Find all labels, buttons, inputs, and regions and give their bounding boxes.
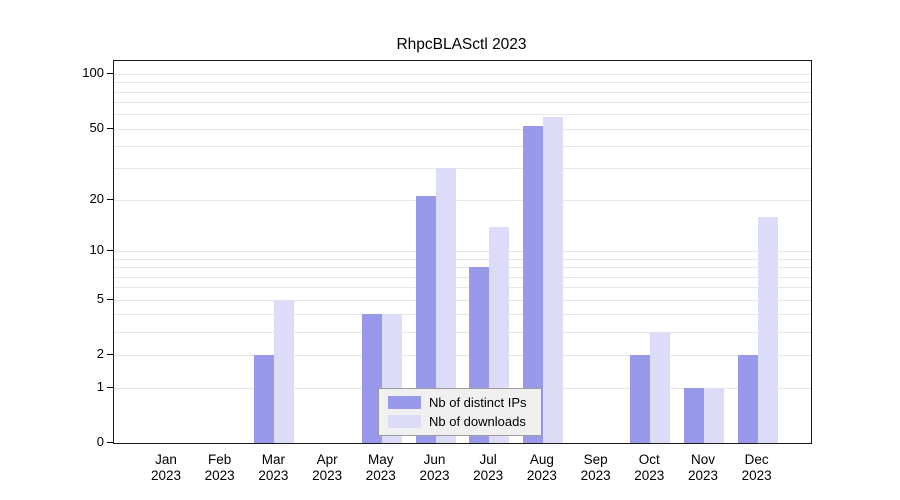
y-tick-label: 50 (89, 119, 104, 135)
gridline (114, 314, 811, 316)
bar-aug-downloads (542, 117, 563, 443)
bar-jun-downloads (435, 168, 456, 443)
gridline (114, 102, 811, 104)
y-tick-label: 0 (96, 434, 104, 449)
gridline (114, 114, 811, 116)
y-tick-label: 2 (96, 346, 104, 362)
y-tick-mark (107, 354, 113, 356)
bar-mar-downloads (274, 299, 295, 443)
chart-title: RhpcBLASctl 2023 (396, 36, 527, 53)
gridline (114, 128, 811, 130)
bar-oct-distinct-ips (630, 355, 651, 443)
bar-nov-distinct-ips (684, 387, 704, 443)
bar-jun-distinct-ips (415, 195, 436, 443)
gridline (114, 258, 811, 260)
y-tick-mark (107, 73, 113, 74)
x-tick-label-aug: Aug 2023 (526, 452, 557, 483)
bar-dec-distinct-ips (737, 355, 758, 443)
x-tick-label-nov: Nov 2023 (687, 452, 719, 483)
y-tick-mark (107, 127, 113, 129)
bar-nov-downloads (704, 387, 724, 443)
x-tick-label-jun: Jun 2023 (419, 452, 450, 483)
x-tick-label-feb: Feb 2023 (204, 452, 235, 483)
bar-mar-distinct-ips (254, 355, 275, 443)
legend-swatch-distinct-ips-icon (388, 396, 421, 409)
y-tick-label: 100 (82, 65, 104, 80)
x-tick-label-oct: Oct 2023 (634, 452, 665, 483)
gridline (114, 82, 811, 84)
y-tick-mark (107, 298, 113, 300)
gridline (114, 74, 811, 75)
x-tick-label-may: May 2023 (365, 452, 396, 483)
y-tick-mark (107, 386, 113, 388)
bar-dec-downloads (757, 216, 778, 443)
legend-label-distinct-ips: Nb of distinct IPs (429, 395, 527, 410)
legend-item-downloads: Nb of downloads (388, 413, 532, 430)
y-tick-mark (107, 198, 113, 200)
bar-aug-distinct-ips (522, 125, 543, 443)
gridline (114, 267, 811, 269)
legend-swatch-downloads-icon (388, 415, 421, 428)
gridline (114, 168, 811, 170)
legend-label-downloads: Nb of downloads (429, 414, 526, 429)
x-tick-label-jan: Jan 2023 (150, 452, 182, 483)
x-tick-label-apr: Apr 2023 (312, 452, 343, 483)
x-tick-label-mar: Mar 2023 (258, 452, 289, 483)
gridline (114, 146, 811, 148)
gridline (114, 251, 811, 253)
plot-area (113, 60, 812, 444)
legend: Nb of distinct IPs Nb of downloads (378, 388, 542, 436)
y-tick-label: 1 (96, 378, 104, 394)
y-tick-mark (107, 250, 113, 252)
gridline (114, 299, 811, 301)
gridline (114, 355, 811, 357)
x-tick-label-jul: Jul 2023 (473, 452, 504, 483)
y-tick-label: 10 (89, 242, 104, 258)
gridline (114, 276, 811, 278)
x-tick-label-sep: Sep 2023 (580, 452, 611, 483)
gridline (114, 91, 811, 93)
y-tick-label: 20 (89, 190, 104, 206)
bar-may-distinct-ips (361, 314, 382, 443)
legend-item-distinct-ips: Nb of distinct IPs (388, 394, 532, 411)
y-tick-mark (107, 442, 113, 443)
bar-oct-downloads (650, 332, 671, 443)
gridline (114, 332, 811, 334)
x-tick-label-dec: Dec 2023 (741, 452, 772, 483)
gridline (114, 287, 811, 289)
gridline (114, 199, 811, 201)
y-tick-label: 5 (96, 290, 104, 306)
